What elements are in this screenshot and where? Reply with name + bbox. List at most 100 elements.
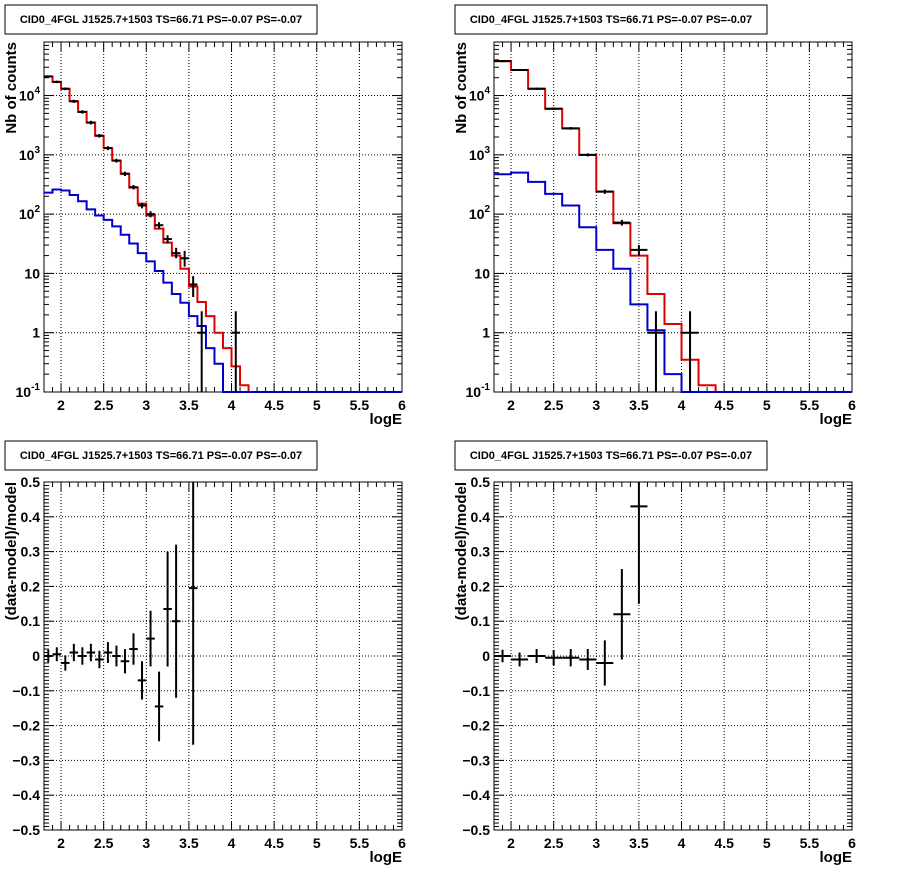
y-tick-label: 10-1 <box>16 382 41 400</box>
data-point <box>69 99 79 103</box>
data-point <box>647 311 665 392</box>
data-point <box>95 133 104 138</box>
y-tick-label: −0.1 <box>12 683 40 699</box>
x-tick-label: 2.5 <box>94 835 114 851</box>
x-tick-label: 3 <box>592 835 600 851</box>
x-axis-title: logE <box>820 411 853 428</box>
y-tick-label: 0.1 <box>471 613 491 629</box>
data-point <box>103 642 113 663</box>
data-point <box>154 671 164 742</box>
x-tick-label: 3 <box>142 397 150 413</box>
x-tick-label: 5 <box>763 397 771 413</box>
x-tick-label: 3 <box>592 397 600 413</box>
y-tick-label: −0.4 <box>462 787 490 803</box>
x-tick-label: 5.5 <box>350 397 370 413</box>
chart-title: CID0_4FGL J1525.7+1503 TS=66.71 PS=-0.07… <box>470 14 752 26</box>
data-point <box>129 633 138 665</box>
y-tick-label: 0.2 <box>471 578 491 594</box>
x-tick-label: 6 <box>848 835 856 851</box>
data-point <box>494 649 512 663</box>
x-tick-label: 5.5 <box>350 835 370 851</box>
y-tick-label: 0.1 <box>21 613 41 629</box>
y-tick-label: 1 <box>32 325 40 341</box>
plot-frame <box>493 481 853 831</box>
x-tick-label: 5 <box>313 397 321 413</box>
x-tick-label: 2.5 <box>94 397 114 413</box>
panel-p3: 2 2.5 3 3.5 4 4.5 5 5.5 6 −0.5 −0.4 −0.3 −0.2 −0.1 0 0.… <box>3 440 406 866</box>
data-point <box>613 219 631 226</box>
x-tick-label: 4.5 <box>714 835 734 851</box>
data-point <box>681 311 699 392</box>
data-point <box>146 211 155 218</box>
title-box <box>4 440 318 471</box>
x-tick-label: 3 <box>142 835 150 851</box>
data-point <box>562 126 580 130</box>
data-point <box>103 146 113 151</box>
chart-title: CID0_4FGL J1525.7+1503 TS=66.71 PS=-0.07… <box>20 14 302 26</box>
x-tick-label: 2 <box>57 835 65 851</box>
x-axis-title: logE <box>820 849 853 866</box>
data-point <box>69 643 79 662</box>
y-tick-label: 1 <box>482 325 490 341</box>
data-point <box>171 544 181 698</box>
x-tick-label: 3.5 <box>179 835 199 851</box>
data-point <box>163 235 172 244</box>
y-axis-title: (data-model)/model <box>3 482 20 620</box>
data-point <box>120 171 130 176</box>
data-point <box>61 87 70 91</box>
chart-title: CID0_4FGL J1525.7+1503 TS=66.71 PS=-0.07… <box>20 450 302 462</box>
data-point <box>511 652 529 667</box>
chart-title: CID0_4FGL J1525.7+1503 TS=66.71 PS=-0.07… <box>470 450 752 462</box>
x-tick-label: 5.5 <box>800 397 820 413</box>
y-tick-label: 0 <box>482 648 490 664</box>
data-point <box>613 569 631 660</box>
title-box <box>454 440 768 471</box>
y-tick-label: 104 <box>469 86 491 104</box>
x-tick-label: 4 <box>228 397 236 413</box>
y-tick-label: 0.3 <box>471 544 491 560</box>
data-point <box>137 661 147 700</box>
data-point <box>137 202 147 209</box>
y-tick-label: −0.3 <box>462 752 490 768</box>
data-point <box>630 482 648 604</box>
x-tick-label: 2 <box>57 397 65 413</box>
data-point <box>596 640 614 686</box>
data-point <box>86 643 96 662</box>
data-point <box>146 610 155 667</box>
x-tick-label: 6 <box>848 397 856 413</box>
plot-frame <box>43 481 403 831</box>
x-tick-label: 3.5 <box>629 397 649 413</box>
data-point <box>171 247 181 259</box>
y-tick-label: −0.1 <box>462 683 490 699</box>
histogram-series-1 <box>44 188 402 393</box>
y-axis-title: (data-model)/model <box>453 482 470 620</box>
y-tick-label: −0.4 <box>12 787 40 803</box>
x-axis-title: logE <box>370 411 403 428</box>
data-point <box>188 482 198 745</box>
histogram-series-1 <box>494 171 852 393</box>
data-point <box>545 107 563 111</box>
title-box <box>4 4 318 35</box>
data-point <box>52 80 62 84</box>
data-point <box>86 120 96 125</box>
y-tick-label: −0.2 <box>12 718 40 734</box>
y-tick-label: −0.2 <box>462 718 490 734</box>
data-point <box>528 87 546 91</box>
data-point <box>120 649 130 674</box>
data-point <box>44 75 53 78</box>
x-tick-label: 5 <box>763 835 771 851</box>
y-tick-label: 103 <box>19 145 41 163</box>
x-tick-label: 5.5 <box>800 835 820 851</box>
x-tick-label: 4 <box>678 397 686 413</box>
y-tick-label: 0.2 <box>21 578 41 594</box>
x-tick-label: 2.5 <box>544 397 564 413</box>
data-point <box>494 60 512 63</box>
data-point <box>528 649 546 663</box>
data-point <box>44 649 53 663</box>
data-point <box>596 189 614 194</box>
data-point <box>511 68 529 71</box>
y-tick-label: 10 <box>24 265 40 281</box>
data-point <box>78 110 87 114</box>
